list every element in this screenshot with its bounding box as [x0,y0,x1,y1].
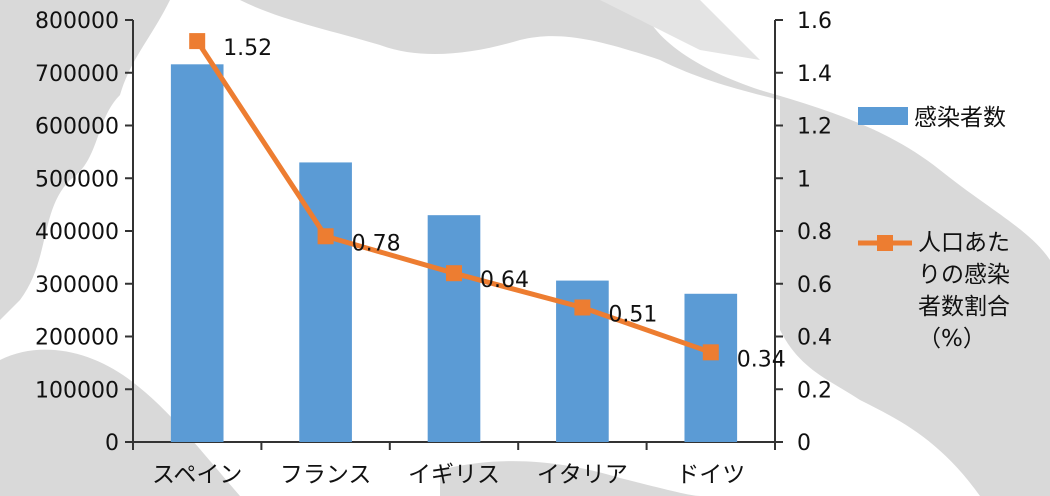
category-label: スペイン [152,462,242,488]
bar [427,215,481,442]
legend-line-label-3: 者数割合 [918,294,1010,320]
right-tick-label: 1.2 [797,115,832,140]
line-marker [702,344,719,361]
right-tick-label: 1.6 [797,9,832,34]
right-tick-label: 0.2 [797,378,832,403]
left-tick-label: 100000 [35,378,119,403]
left-tick-label: 300000 [35,273,119,298]
bar [170,64,224,442]
data-label: 1.52 [223,36,272,61]
right-tick-label: 1 [797,167,811,192]
line-series [189,33,719,361]
line-marker [446,265,462,282]
right-axis-ticks: 0 0.2 0.4 0.6 0.8 1 1.2 1.4 1.6 [775,9,832,456]
right-tick-label: 0.8 [797,220,832,245]
legend-bar-swatch [858,107,908,125]
legend-line-swatch [858,235,912,251]
line-marker [574,299,591,316]
left-tick-label: 400000 [35,220,119,245]
left-tick-label: 200000 [35,326,119,351]
legend-line-label-4: （%） [918,326,986,352]
legend-bar-label: 感染者数 [914,105,1006,131]
data-label: 0.51 [608,302,657,327]
bar-series [170,64,738,443]
left-tick-label: 800000 [35,9,119,34]
category-label: イタリア [537,462,628,488]
category-label: フランス [280,462,372,488]
category-label: ドイツ [676,462,745,488]
left-tick-label: 0 [105,431,119,456]
left-tick-label: 500000 [35,167,119,192]
data-label: 0.64 [480,268,529,293]
legend-line-label-2: りの感染 [918,262,1010,288]
right-tick-label: 0.4 [797,326,832,351]
right-tick-label: 1.4 [797,62,832,87]
data-label: 0.34 [737,347,786,372]
line-marker [317,228,334,245]
bar [684,293,738,442]
line-marker [189,33,206,50]
right-tick-label: 0 [797,431,811,456]
data-label: 0.78 [352,231,401,256]
left-tick-label: 700000 [35,62,119,87]
category-label: イギリス [408,462,500,488]
left-axis-ticks: 0 100000 200000 300000 400000 500000 600000 700… [35,9,133,456]
left-tick-label: 600000 [35,115,119,140]
x-axis-ticks: スペイン フランス イギリス イタリア ドイツ [132,442,776,488]
legend: 感染者数 人口あた りの感染 者数割合 （%） [858,105,1010,352]
right-tick-label: 0.6 [797,273,832,298]
legend-line-label-1: 人口あた [918,230,1010,256]
data-labels: 1.52 0.78 0.64 0.51 0.34 [223,36,786,372]
